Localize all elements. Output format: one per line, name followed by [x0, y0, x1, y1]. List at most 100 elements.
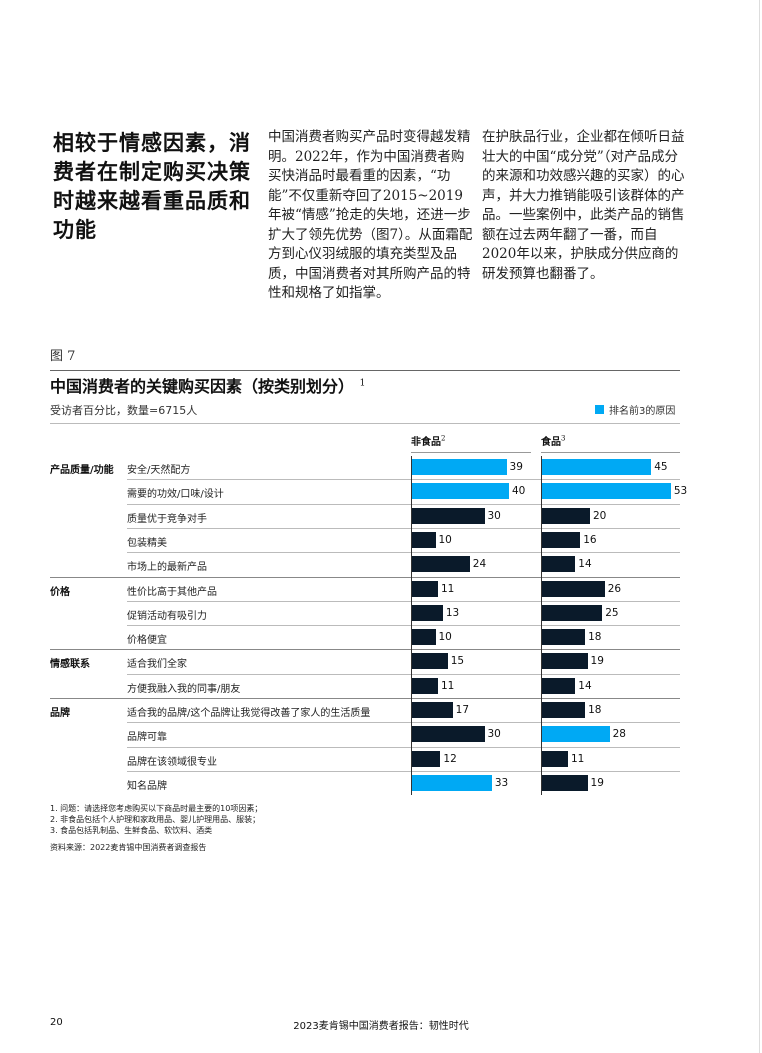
- food-bar: [541, 556, 576, 573]
- page-number: 20: [50, 1017, 63, 1028]
- category-label: 包装精美: [127, 537, 167, 549]
- chart-row: 品牌可靠 30 28: [0, 722, 762, 746]
- nonfood-bar: [411, 556, 470, 573]
- footnotes: 1. 问题：请选择您考虑购买以下商品时最主要的10项因素； 2. 非食品包括个人…: [50, 803, 262, 836]
- nonfood-bar: [411, 580, 438, 597]
- legend-label: 排名前3的原因: [609, 406, 676, 417]
- food-value-label: 14: [578, 558, 592, 571]
- food-footnote: 3: [561, 434, 566, 443]
- food-bar: [541, 677, 576, 694]
- source: 资料来源：2022麦肯锡中国消费者调查报告: [50, 843, 207, 852]
- nonfood-bar: [411, 531, 436, 548]
- food-bar: [541, 507, 590, 524]
- header-rule: [50, 423, 680, 424]
- title-footnote: 1: [359, 378, 366, 389]
- footnote-3: 3. 食品包括乳制品、生鲜食品、软饮料、酒类: [50, 826, 213, 835]
- category-label: 适合我的品牌/这个品牌让我觉得改善了家人的生活质量: [127, 708, 371, 719]
- food-value-label: 20: [593, 509, 607, 522]
- food-bar: [541, 459, 652, 475]
- food-value-label: 14: [578, 679, 592, 692]
- food-value-label: 18: [588, 631, 602, 644]
- nonfood-value-label: 15: [450, 655, 465, 668]
- food-bar: [541, 629, 586, 646]
- group-label: 产品质量/功能: [50, 465, 114, 476]
- footnote-1: 1. 问题：请选择您考虑购买以下商品时最主要的10项因素；: [50, 804, 263, 813]
- food-bar: [541, 580, 605, 597]
- food-bar: [541, 531, 581, 548]
- row-separator: [50, 698, 680, 699]
- nonfood-bar: [411, 702, 453, 718]
- nonfood-bar: [411, 750, 441, 767]
- category-label: 市场上的最新产品: [127, 562, 207, 574]
- footnote-2: 2. 非食品包括个人护理和家政用品、婴儿护理用品、服装；: [50, 815, 261, 824]
- chart-title: 中国消费者的关键购买因素（按类别划分） 1: [50, 373, 365, 397]
- unit-label: 受访者百分比，数量=6715人: [50, 404, 198, 417]
- food-bar: [541, 750, 568, 767]
- nonfood-value-label: 11: [440, 582, 455, 595]
- group-label: 价格: [50, 586, 70, 598]
- nonfood-bar: [411, 677, 438, 694]
- nonfood-value-label: 17: [455, 704, 470, 716]
- row-separator: [127, 673, 680, 675]
- food-value-label: 19: [590, 655, 604, 668]
- chart-row: 价格便宜 10 18: [0, 625, 762, 649]
- food-bar: [541, 726, 610, 743]
- chart-row: 包装精美 10 16: [0, 527, 762, 552]
- row-separator: [127, 625, 680, 627]
- chart-row: 品牌在该领域很专业 12 11: [0, 746, 762, 771]
- figure-label: 图 7: [50, 349, 76, 364]
- category-label: 质量优于竞争对手: [127, 513, 207, 525]
- food-value-label: 19: [590, 776, 604, 789]
- food-label: 食品: [541, 437, 561, 448]
- nonfood-bar: [411, 507, 485, 524]
- food-value-label: 18: [588, 704, 602, 716]
- category-label: 促销活动有吸引力: [127, 610, 207, 622]
- body-column-1: 中国消费者购买产品时变得越发精明。2022年，作为中国消费者购买快消品时最看重的…: [268, 129, 473, 301]
- nonfood-value-label: 30: [487, 728, 501, 741]
- chart-row: 方便我融入我的同事/朋友 11 14: [0, 673, 762, 698]
- food-bar: [541, 774, 588, 791]
- food-bar: [541, 604, 603, 621]
- food-bar: [541, 483, 671, 500]
- legend-swatch: [595, 405, 604, 414]
- row-separator: [127, 600, 680, 602]
- headline: 相较于情感因素，消费者在制定购买决策时越来越看重品质和功能: [53, 130, 251, 242]
- nonfood-bar: [411, 653, 448, 670]
- nonfood-axis: [411, 456, 412, 795]
- nonfood-bar: [411, 774, 492, 791]
- body-column-2: 在护肤品行业，企业都在倾听日益壮大的中国“成分党”（对产品成分的来源和功效感兴趣…: [482, 129, 685, 282]
- food-bar: [541, 653, 588, 670]
- category-label: 性价比高于其他产品: [127, 586, 217, 598]
- food-bar: [541, 702, 586, 718]
- food-value-label: 28: [612, 728, 626, 741]
- nonfood-bar: [411, 459, 507, 475]
- chart-title-text: 中国消费者的关键购买因素（按类别划分）: [50, 377, 355, 396]
- nonfood-value-label: 33: [494, 776, 509, 789]
- nonfood-value-label: 30: [487, 509, 501, 522]
- row-separator: [50, 649, 680, 651]
- group-label: 情感联系: [50, 659, 90, 671]
- chart-row: 品牌 适合我的品牌/这个品牌让我觉得改善了家人的生活质量 17 18: [0, 698, 762, 722]
- category-label: 方便我融入我的同事/朋友: [127, 683, 241, 695]
- nonfood-label: 非食品: [411, 437, 441, 448]
- nonfood-value-label: 24: [472, 558, 487, 571]
- nonfood-header-rule: [411, 452, 531, 453]
- chart-row: 价格 性价比高于其他产品 11 26: [0, 576, 762, 601]
- row-separator: [127, 722, 680, 724]
- food-value-label: 26: [607, 582, 622, 595]
- food-value-label: 25: [605, 606, 619, 619]
- chart-row: 市场上的最新产品 24 14: [0, 552, 762, 576]
- legend: 排名前3的原因: [595, 402, 675, 417]
- nonfood-value-label: 39: [509, 461, 523, 473]
- row-separator: [127, 527, 680, 529]
- group-label: 品牌: [50, 708, 70, 719]
- category-label: 安全/天然配方: [127, 465, 191, 476]
- food-header-rule: [541, 452, 680, 453]
- nonfood-value-label: 10: [438, 631, 452, 644]
- row-separator: [50, 576, 680, 578]
- row-separator: [127, 552, 680, 554]
- nonfood-value-label: 11: [440, 679, 455, 692]
- row-separator: [127, 503, 680, 505]
- chart-row: 促销活动有吸引力 13 25: [0, 600, 762, 625]
